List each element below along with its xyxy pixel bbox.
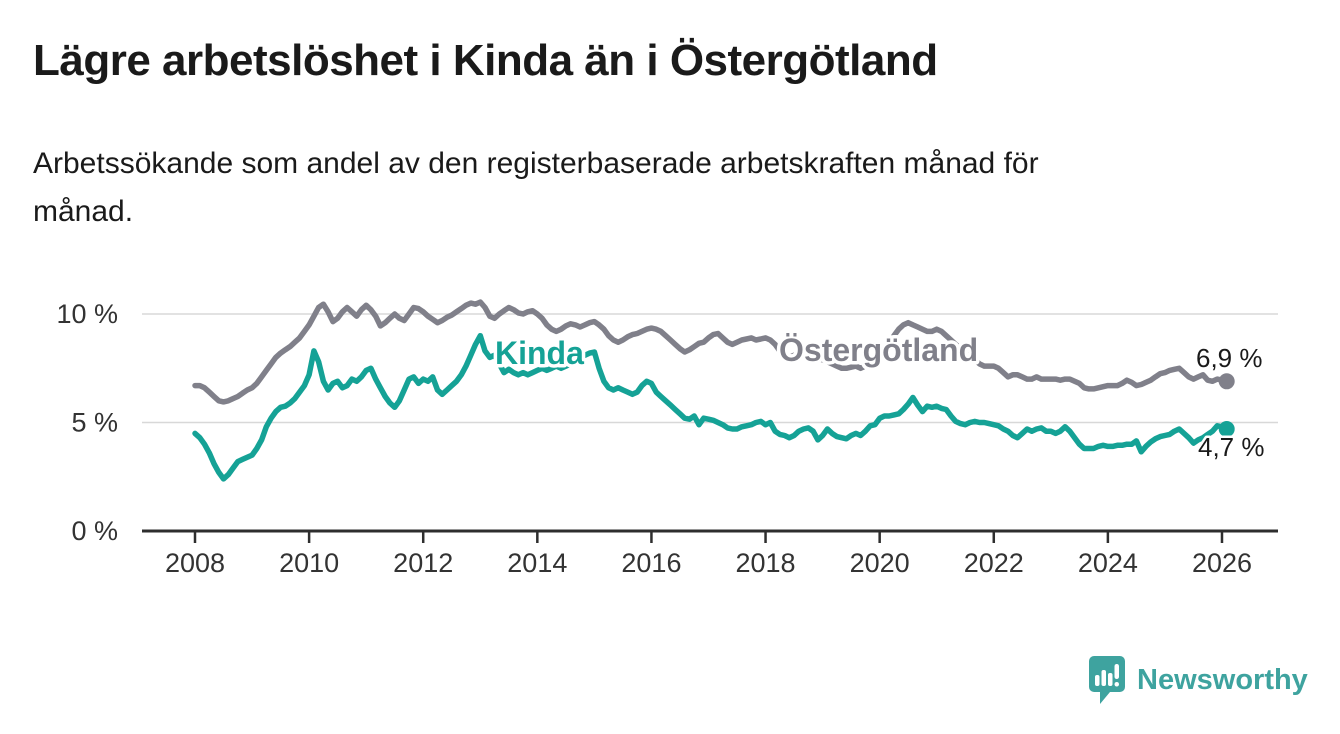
kinda-end-dot [1218, 421, 1235, 437]
kinda-line [192, 332, 1230, 482]
x-axis-label-2010: 2010 [279, 548, 339, 578]
subtitle-line-1: Arbetssökande som andel av den registerb… [33, 147, 1039, 180]
x-axis-label-2012: 2012 [393, 548, 453, 578]
ostergotland-line [192, 299, 1230, 405]
chart-subtitle: Arbetssökande som andel av den registerb… [33, 140, 1039, 236]
x-axis-label-2022: 2022 [964, 548, 1024, 578]
kinda-value-label: 4,7 % [1198, 432, 1265, 462]
x-axis-label-2026: 2026 [1192, 548, 1252, 578]
ostergotland-end-dot [1218, 373, 1235, 390]
y-axis-label-0pct: 0 % [71, 516, 118, 546]
x-axis-label-2024: 2024 [1078, 548, 1138, 578]
x-axis-label-2014: 2014 [507, 548, 567, 578]
newsworthy-logo-text: Newsworthy [1137, 663, 1308, 696]
x-axis-label-2018: 2018 [736, 548, 796, 578]
x-axis-label-2020: 2020 [850, 548, 910, 578]
y-axis-label-5pct: 5 % [71, 408, 118, 438]
page-title: Lägre arbetslöshet i Kinda än i Östergöt… [33, 36, 938, 85]
newsworthy-logo: Newsworthy [1088, 655, 1308, 705]
x-axis-label-2008: 2008 [165, 548, 225, 578]
ostergotland-label: Östergötland [779, 332, 978, 368]
kinda-label: Kinda [495, 335, 584, 371]
y-axis-label-10pct: 10 % [56, 299, 118, 329]
subtitle-line-2: månad. [33, 195, 134, 228]
x-axis-label-2016: 2016 [621, 548, 681, 578]
ostergotland-value-label: 6,9 % [1196, 343, 1263, 373]
newsworthy-logo-icon [1089, 656, 1125, 704]
unemployment-line-chart: 2008 2010 2012 2014 2016 2018 2020 2022 2024 2026… [56, 299, 1278, 578]
